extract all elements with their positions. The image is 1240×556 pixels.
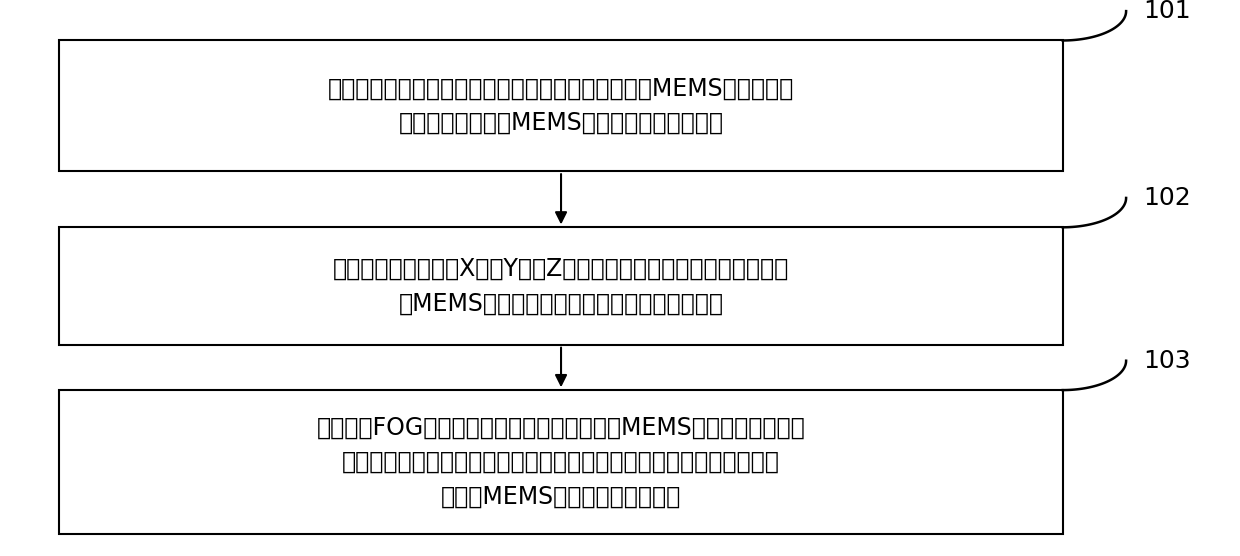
Text: 102: 102: [1143, 186, 1192, 210]
Text: 出，确定所述三轴MEMS陀螺的零位漂移估计值: 出，确定所述三轴MEMS陀螺的零位漂移估计值: [398, 111, 723, 135]
Text: 101: 101: [1143, 0, 1192, 23]
Text: 103: 103: [1143, 349, 1192, 373]
Text: 述三轴MEMS陀螺标度误差估计值: 述三轴MEMS陀螺标度误差估计值: [441, 485, 681, 509]
Bar: [60, 227, 1063, 345]
Text: 在复合测量装置上电静置第一预设时长后，采集三轴MEMS陀螺静态输: 在复合测量装置上电静置第一预设时长后，采集三轴MEMS陀螺静态输: [327, 77, 794, 101]
Text: 轴MEMS陀螺补偿所述零位漂移估计值后的输出: 轴MEMS陀螺补偿所述零位漂移估计值后的输出: [398, 291, 723, 315]
Text: 基于单轴FOG输出作为基准值，根据所述三轴MEMS陀螺补偿所述零位: 基于单轴FOG输出作为基准值，根据所述三轴MEMS陀螺补偿所述零位: [316, 415, 806, 439]
Bar: [60, 390, 1063, 534]
Bar: [60, 41, 1063, 171]
Text: 漂移估计值后的输出对三轴陀螺标度误差进行卡尔曼滤波估计，得到所: 漂移估计值后的输出对三轴陀螺标度误差进行卡尔曼滤波估计，得到所: [342, 450, 780, 474]
Text: 所述复合测量装置在X轴、Y轴和Z轴分别转动预设角度后，获取所述三: 所述复合测量装置在X轴、Y轴和Z轴分别转动预设角度后，获取所述三: [332, 257, 789, 281]
